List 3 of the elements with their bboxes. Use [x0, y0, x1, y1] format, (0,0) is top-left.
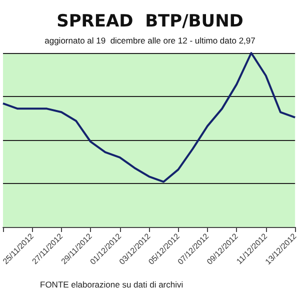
chart-title: SPREAD BTP/BUND: [56, 12, 244, 32]
source-note: FONTE elaborazione su dati di archivi: [40, 280, 184, 290]
chart-subtitle: aggiornato al 19 dicembre alle ore 12 - ultimo dato 2,97: [44, 36, 256, 46]
